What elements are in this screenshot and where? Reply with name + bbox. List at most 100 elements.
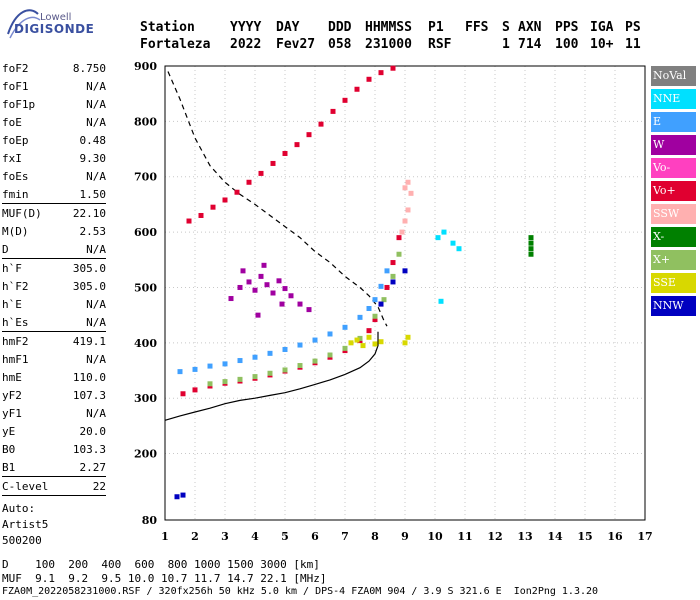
param-label: MUF(D) — [2, 206, 42, 220]
header-column-10: IGA — [590, 20, 614, 35]
data-point-w — [237, 284, 243, 290]
param-row: fmin 1.50 — [2, 185, 106, 203]
x-tick-label: 1 — [161, 530, 169, 543]
legend-item-nnw: NNW — [651, 296, 696, 316]
header-value-10: 11 — [625, 37, 641, 52]
data-point-e — [222, 361, 228, 367]
logo-brand-main: DIGISONDE — [14, 22, 95, 36]
legend-item-x-: X+ — [651, 250, 696, 270]
data-point-e — [372, 297, 378, 303]
data-point-e — [327, 331, 333, 337]
y-tick-label: 300 — [134, 392, 157, 405]
header-value-2: Fev27 — [276, 37, 316, 52]
data-point-w — [264, 282, 270, 288]
param-label: yE — [2, 424, 16, 438]
plot-frame — [164, 65, 646, 521]
param-row: hmF2 419.1 — [2, 331, 106, 350]
header-value-8: 100 — [555, 37, 579, 52]
param-value: 0.48 — [79, 133, 107, 147]
param-label: hmF1 — [2, 352, 29, 366]
data-point-vo- — [192, 387, 198, 393]
data-point-vo- — [366, 76, 372, 82]
data-point-e — [357, 314, 363, 320]
y-tick-label: 80 — [142, 514, 158, 527]
param-value: N/A — [86, 115, 106, 129]
data-point-x- — [342, 345, 348, 351]
header-column-9: PPS — [555, 20, 579, 35]
x-tick-label: 13 — [517, 530, 532, 543]
header-value-0: Fortaleza — [140, 37, 211, 52]
data-point-ssw — [405, 207, 411, 213]
header-value-6: 1 — [502, 37, 510, 52]
param-row: foF2 8.750 — [2, 59, 106, 77]
data-point-vo- — [246, 179, 252, 185]
data-point-vo- — [282, 150, 288, 156]
data-point-x- — [390, 273, 396, 279]
param-value: 9.30 — [79, 151, 107, 165]
x-tick-label: 11 — [457, 530, 472, 543]
data-point-x- — [237, 376, 243, 382]
param-value: 22 — [92, 479, 106, 493]
data-point-x- — [282, 367, 288, 373]
data-point-nnw — [402, 268, 408, 274]
x-tick-label: 16 — [607, 530, 623, 543]
autoscale-info: 500200 — [2, 534, 42, 547]
data-point-vo- — [384, 284, 390, 290]
param-row: h`Es N/A — [2, 313, 106, 331]
param-row: foEp 0.48 — [2, 131, 106, 149]
data-point-vo- — [222, 197, 228, 203]
param-value: 103.3 — [72, 442, 106, 456]
legend-item-vo-: Vo- — [651, 158, 696, 178]
parameter-panel: foF2 8.750 foF1 N/A foF1p N/A foE N/A foEp 0.48 fx… — [2, 59, 106, 550]
data-point-vo- — [366, 328, 372, 334]
param-row: hmE 110.0 — [2, 368, 106, 386]
x-tick-label: 6 — [311, 530, 319, 543]
header-value-7: 714 — [518, 37, 542, 52]
data-point-nne — [435, 235, 441, 241]
param-value: N/A — [86, 79, 106, 93]
param-label: foF2 — [2, 61, 29, 75]
profile-curve-dashed — [167, 71, 388, 327]
x-tick-label: 9 — [401, 530, 409, 543]
data-point-e — [342, 324, 348, 330]
data-point-vo- — [234, 189, 240, 195]
y-tick-label: 800 — [134, 115, 157, 128]
param-value: 110.0 — [72, 370, 106, 384]
param-row: h`E N/A — [2, 295, 106, 313]
header-column-2: DAY — [276, 20, 300, 35]
param-label: foF1p — [2, 97, 36, 111]
data-point-x- — [396, 251, 402, 257]
legend-item-w: W — [651, 135, 696, 155]
header-value-3: 058 — [328, 37, 352, 52]
data-point-ssw — [405, 179, 411, 185]
data-point-x- — [372, 313, 378, 319]
param-label: foEp — [2, 133, 29, 147]
param-row: h`F2 305.0 — [2, 277, 106, 295]
data-point-e — [297, 342, 303, 348]
param-label: foF1 — [2, 79, 29, 93]
param-row: foEs N/A — [2, 167, 106, 185]
y-tick-label: 900 — [134, 60, 157, 73]
param-label: h`Es — [2, 315, 29, 329]
data-point-ssw — [402, 218, 408, 224]
legend-item-vo-: Vo+ — [651, 181, 696, 201]
param-row: yE 20.0 — [2, 422, 106, 440]
param-row: MUF(D) 22.10 — [2, 203, 106, 222]
param-row: D N/A — [2, 240, 106, 258]
data-point-vo- — [372, 317, 378, 323]
data-point-nnw — [174, 494, 180, 500]
data-point-w — [282, 286, 288, 292]
legend-item-e: E — [651, 112, 696, 132]
data-point-vo- — [342, 97, 348, 103]
param-value: 20.0 — [79, 424, 107, 438]
data-point-w — [306, 307, 312, 313]
data-point-w — [276, 278, 282, 284]
footer-distance-line: D 100 200 400 600 800 1000 1500 3000 [km… — [2, 558, 320, 571]
param-row: B1 2.27 — [2, 458, 106, 476]
param-row: foF1 N/A — [2, 77, 106, 95]
param-label: hmE — [2, 370, 22, 384]
autoscale-info: Artist5 — [2, 518, 49, 531]
x-tick-label: 4 — [251, 530, 259, 543]
data-point-w — [279, 301, 285, 307]
data-point-vo- — [270, 160, 276, 166]
